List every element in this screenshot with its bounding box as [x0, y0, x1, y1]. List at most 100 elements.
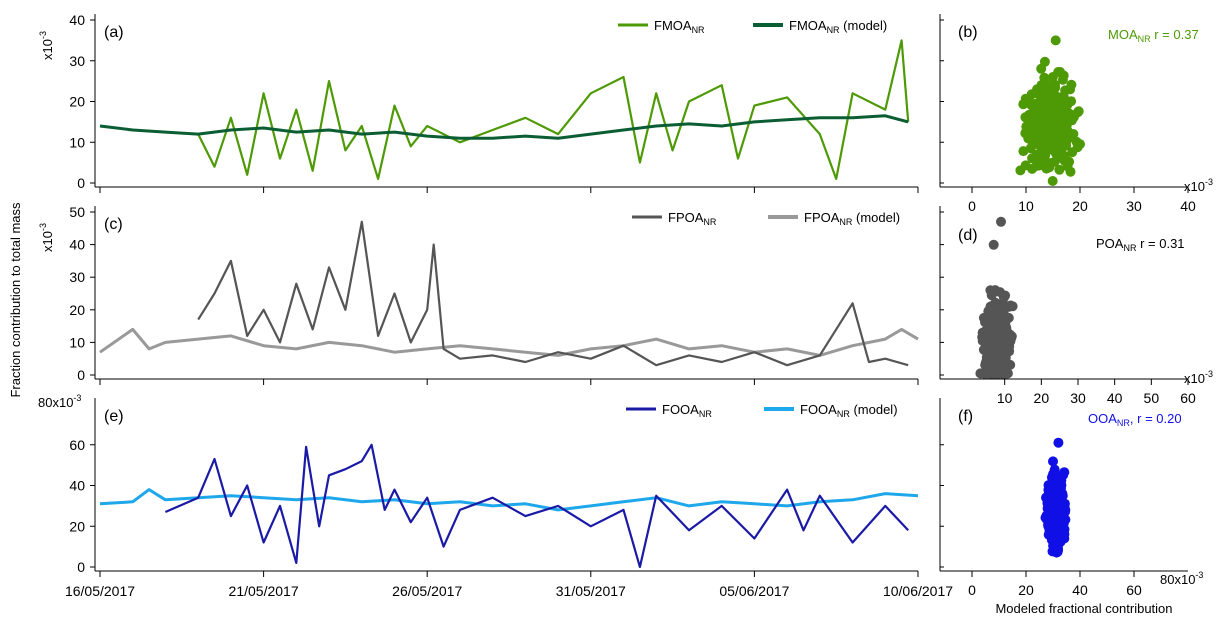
legend-name-a-0: FMOA: [654, 18, 692, 33]
annotation-name-b: MOA: [1108, 27, 1138, 42]
scatter-point: [1054, 515, 1065, 526]
y-tick-label-a: 0: [77, 175, 85, 191]
scatter-point: [1052, 546, 1063, 557]
legend-entry-a-1: FMOANR (model): [789, 18, 887, 35]
annotation-sub-f: NR: [1117, 418, 1130, 428]
legend-sub-e-1: NR: [837, 409, 850, 419]
annotation-d: POANR r = 0.31: [1096, 236, 1185, 253]
scatter-point: [1061, 156, 1072, 167]
scatter-point: [1048, 456, 1058, 467]
legend-sub-e-0: NR: [699, 409, 712, 419]
annotation-b: MOANR r = 0.37: [1108, 27, 1199, 44]
y-tick-label-a: 10: [69, 134, 85, 150]
x-tick-label-f: 60: [1126, 582, 1142, 598]
legend-name-c-1: FPOA: [804, 210, 840, 225]
scatter-point: [1054, 133, 1064, 144]
x-scale-label-base-b: x10: [1184, 179, 1205, 194]
scatter-point: [998, 368, 1009, 379]
legend-suffix-c-1: (model): [852, 210, 900, 225]
scale-label-exp-a: -3: [38, 31, 48, 39]
annotation-r-d: r = 0.31: [1136, 236, 1184, 251]
legend-name-e-1: FOOA: [800, 402, 837, 417]
legend-name-a-1: FMOA: [789, 18, 827, 33]
y-tick-label-a: 40: [69, 12, 85, 28]
y-tick-label-e: 0: [77, 559, 85, 575]
scatter-point: [991, 339, 1002, 350]
scatter-points-f: [1040, 437, 1071, 558]
scatter-point: [1039, 139, 1050, 150]
annotation-comma-f: ,: [1130, 411, 1134, 426]
legend-sub-c-1: NR: [839, 217, 852, 227]
scale-label-exp-c: -3: [38, 223, 48, 231]
annotation-f: OOANR, r = 0.20: [1088, 411, 1182, 428]
panel-label-b: (b): [958, 24, 978, 41]
scatter-point: [988, 367, 999, 377]
x-tick-label: 10/06/2017: [883, 583, 953, 599]
x-tick-label: 16/05/2017: [65, 583, 135, 599]
scatter-point: [1042, 102, 1052, 113]
scatter-point: [1036, 155, 1047, 166]
x-scale-label-exp-b: -3: [1205, 177, 1213, 187]
legend-suffix-e-1: (model): [850, 402, 898, 417]
scatter-point: [1026, 100, 1037, 111]
scatter-point: [1023, 133, 1034, 144]
scatter-point: [1050, 91, 1061, 102]
scatter-point: [988, 239, 999, 250]
figure-y-axis-title: Fraction contribution to total mass: [8, 202, 23, 398]
scatter-point: [1055, 118, 1066, 129]
scale-label-c: x10-3: [38, 223, 55, 252]
x-scale-label-b: x10-3: [1184, 177, 1213, 194]
series-line-a-0: [197, 39, 910, 180]
scatter-point: [996, 216, 1006, 227]
scatter-point: [1054, 536, 1065, 547]
x-tick-label-d: 40: [1107, 390, 1123, 406]
annotation-sub-d: NR: [1123, 243, 1136, 253]
legend-entry-a-0: FMOANR: [654, 18, 705, 35]
y-tick-label-e: 20: [69, 518, 85, 534]
panel-b: 0 10 20 30 40 x10-3 (b) MOANR r = 0.37: [939, 14, 1213, 214]
scatter-point: [1055, 504, 1066, 515]
scatter-point: [1001, 341, 1012, 352]
legend-entry-e-0: FOOANR: [662, 402, 712, 419]
annotation-r-b: r = 0.37: [1151, 27, 1199, 42]
panel-label-e: (e): [104, 408, 124, 425]
scatter-point: [1047, 121, 1058, 132]
scatter-point: [1003, 312, 1014, 323]
legend-sub-c-0: NR: [703, 217, 716, 227]
legend-sub-a-0: NR: [692, 25, 705, 35]
x-tick-label-f: 40: [1072, 582, 1088, 598]
series-line-c-1: [99, 327, 919, 357]
scatter-point: [1057, 488, 1068, 499]
legend-entry-c-1: FPOANR (model): [804, 210, 900, 227]
x-tick-label-b: 40: [1180, 198, 1196, 214]
series-line-a-1: [99, 114, 909, 140]
scatter-point: [985, 285, 996, 296]
scatter-point: [993, 330, 1004, 341]
scatter-points-d: [975, 216, 1018, 379]
scatter-point: [1022, 120, 1033, 131]
legend-name-e-0: FOOA: [662, 402, 699, 417]
scatter-point: [1054, 164, 1065, 175]
x-tick-label: 26/05/2017: [392, 583, 462, 599]
x-scale-label-f: 80x10-3: [1160, 570, 1203, 587]
x-tick-label-b: 10: [1018, 198, 1034, 214]
x-tick-label-d: 30: [1070, 390, 1086, 406]
x-scale-label-exp-d: -3: [1205, 369, 1213, 379]
x-scale-label-base-f: 80x10: [1160, 572, 1195, 587]
annotation-name-f: OOA: [1088, 411, 1117, 426]
legend-name-c-0: FPOA: [668, 210, 704, 225]
scatter-point: [1018, 99, 1029, 110]
panel-label-f: (f): [958, 408, 973, 425]
legend-suffix-a-1: (model): [840, 18, 888, 33]
scatter-point: [1066, 79, 1077, 90]
y-tick-label-e: 40: [69, 478, 85, 494]
scale-label-a: x10-3: [38, 31, 55, 60]
y-tick-label-c: 50: [69, 204, 85, 220]
scatter-point: [1071, 136, 1082, 147]
scatter-point: [1015, 165, 1026, 176]
scatter-point: [1062, 100, 1073, 111]
x-tick-label: 21/05/2017: [229, 583, 299, 599]
x-tick-label-b: 20: [1072, 198, 1088, 214]
